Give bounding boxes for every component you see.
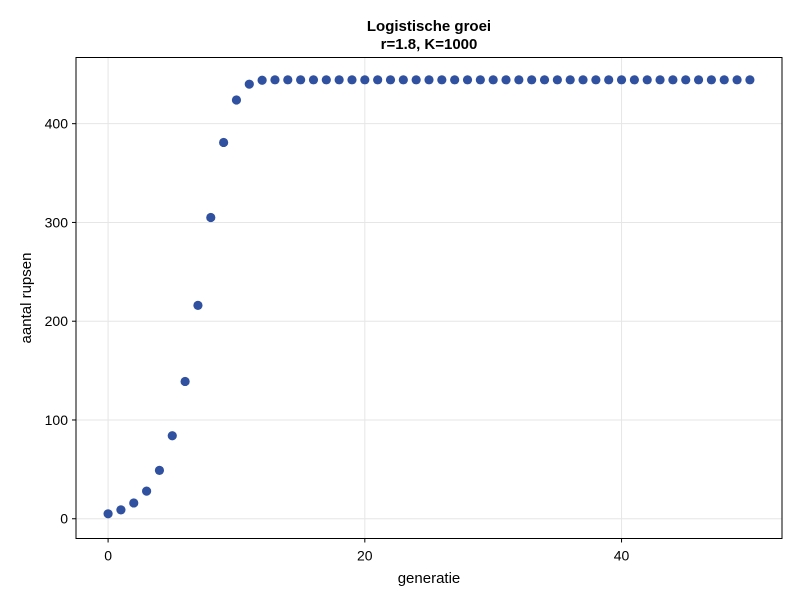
data-point <box>321 75 331 85</box>
data-point <box>142 486 152 496</box>
data-point <box>450 75 460 85</box>
data-points <box>103 75 755 519</box>
data-point <box>693 75 704 85</box>
data-point <box>129 498 139 508</box>
data-point <box>629 75 639 85</box>
data-point <box>193 300 203 311</box>
data-point <box>578 75 588 85</box>
data-point <box>231 95 242 105</box>
data-point <box>167 431 177 441</box>
data-point <box>219 137 229 148</box>
data-point <box>180 376 190 387</box>
data-point <box>103 509 113 519</box>
data-point <box>334 75 344 85</box>
data-point <box>462 75 473 85</box>
data-point <box>732 75 742 85</box>
data-point <box>437 75 447 85</box>
data-point <box>719 75 729 85</box>
data-point <box>385 75 396 85</box>
chart-subtitle: r=1.8, K=1000 <box>381 36 478 53</box>
x-tick-label: 20 <box>357 548 373 564</box>
data-point <box>154 465 165 475</box>
data-point <box>116 505 126 515</box>
data-point <box>411 75 421 85</box>
x-axis-label: generatie <box>398 570 461 587</box>
data-point <box>565 75 575 85</box>
data-point <box>257 75 267 85</box>
data-point <box>475 75 485 85</box>
data-point <box>539 75 550 85</box>
data-point <box>591 75 601 85</box>
data-point <box>206 212 216 223</box>
x-tick-label: 0 <box>104 548 112 564</box>
data-point <box>501 75 511 85</box>
data-point <box>655 75 665 85</box>
data-point <box>308 75 319 85</box>
data-point <box>668 75 678 85</box>
data-point <box>514 75 524 85</box>
data-point <box>745 75 755 85</box>
y-tick-label: 200 <box>45 313 69 329</box>
data-point <box>616 75 627 85</box>
y-axis-label: aantal rupsen <box>18 253 35 344</box>
data-point <box>360 75 370 85</box>
data-point <box>424 75 434 85</box>
data-point <box>552 75 562 85</box>
plot-frame <box>75 57 783 539</box>
y-tick-label: 300 <box>45 214 69 230</box>
data-point <box>642 75 652 85</box>
y-tick-label: 400 <box>45 116 69 132</box>
chart-title: Logistische groei <box>367 18 491 35</box>
data-point <box>347 75 357 85</box>
data-point <box>270 75 280 85</box>
grid <box>76 57 782 539</box>
y-tick-label: 0 <box>60 511 68 527</box>
data-point <box>527 75 537 85</box>
data-point <box>604 75 614 85</box>
data-point <box>283 75 293 85</box>
data-point <box>296 75 306 85</box>
data-point <box>706 75 717 85</box>
y-tick-label: 100 <box>45 412 69 428</box>
data-point <box>681 75 691 85</box>
data-point <box>373 75 383 85</box>
data-point <box>488 75 498 85</box>
x-tick-label: 40 <box>614 548 630 564</box>
data-point <box>244 79 254 89</box>
data-point <box>398 75 408 85</box>
